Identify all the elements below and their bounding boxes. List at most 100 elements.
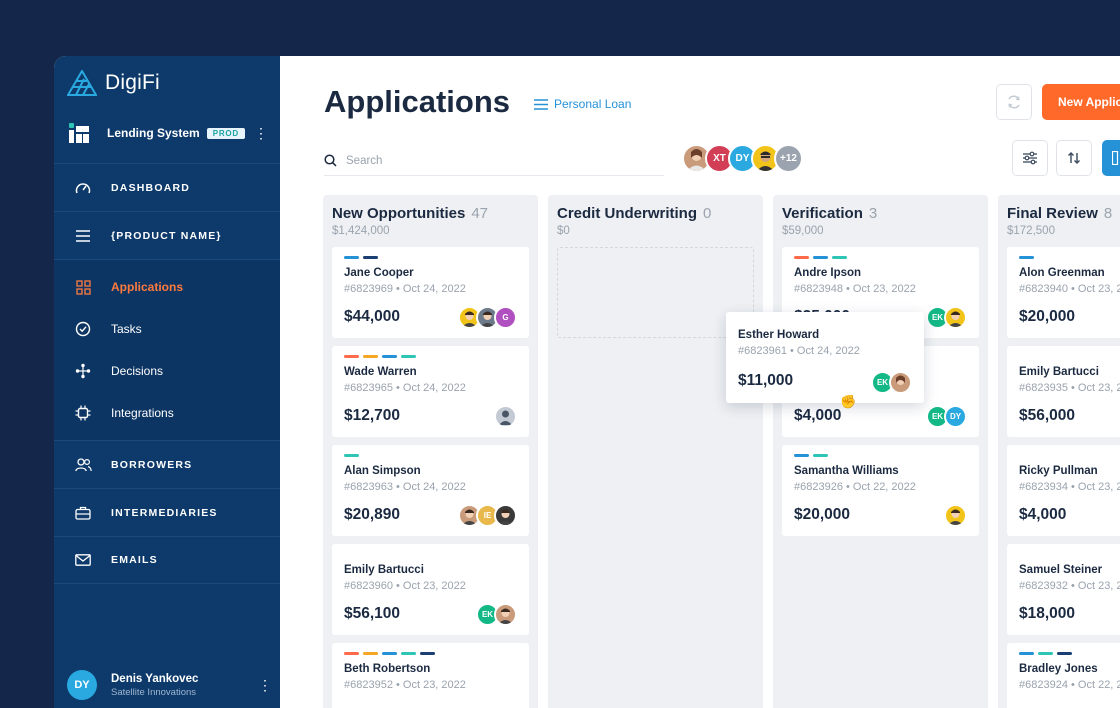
user-profile[interactable]: DY Denis Yankovec Satellite Innovations … — [67, 670, 272, 700]
applicant-name: Alon Greenman — [1019, 267, 1105, 279]
application-meta: #6823960 • Oct 23, 2022 — [344, 580, 466, 592]
chip-icon — [74, 404, 92, 422]
label-tags — [1019, 256, 1120, 260]
logo[interactable]: DigiFi — [67, 70, 160, 96]
check-circle-icon — [74, 320, 92, 338]
application-meta: #6823932 • Oct 23, 2022 — [1019, 580, 1120, 592]
person-photo-icon — [498, 608, 513, 624]
new-application-button[interactable]: New Application — [1042, 84, 1120, 120]
label-tag — [832, 256, 847, 259]
assignee-avatars: EK — [926, 306, 967, 329]
application-meta: #6823924 • Oct 22, 2022 — [1019, 679, 1120, 691]
label-tag — [813, 256, 828, 259]
more-members-badge[interactable]: +12 — [774, 144, 803, 173]
applicant-name: Andre Ipson — [794, 267, 862, 279]
nav-product[interactable]: {PRODUCT NAME} — [54, 211, 280, 259]
label-tags — [1019, 454, 1120, 458]
application-card[interactable]: Wade Warren #6823965 • Oct 24, 2022 $12,70… — [332, 346, 529, 437]
menu-icon — [74, 227, 92, 245]
application-card[interactable]: Bradley Jones #6823924 • Oct 22, 2022 — [1007, 643, 1120, 708]
column-total: $0 — [557, 225, 570, 237]
loan-amount: $20,000 — [794, 506, 851, 523]
column-total: $1,424,000 — [332, 225, 390, 237]
user-menu-icon[interactable]: ⋮ — [258, 677, 272, 693]
environment-badge: PROD — [206, 127, 246, 139]
column-total: $59,000 — [782, 225, 824, 237]
avatar — [944, 504, 967, 527]
avatar: EK — [871, 371, 894, 394]
nav-dashboard[interactable]: DASHBOARD — [54, 163, 280, 211]
person-photo-icon — [462, 311, 477, 327]
application-card[interactable]: Ricky Pullman #6823934 • Oct 23, 2022 $4,0… — [1007, 445, 1120, 536]
product-selector[interactable]: Personal Loan — [534, 97, 631, 111]
system-switcher[interactable]: Lending System PROD ⋮ — [68, 122, 268, 144]
refresh-button[interactable] — [996, 84, 1032, 120]
search-bar[interactable]: Search — [324, 146, 664, 176]
drop-zone[interactable] — [557, 247, 754, 338]
column-header: Credit Underwriting 0 — [557, 205, 754, 222]
label-tag — [794, 454, 809, 457]
label-tags — [1019, 355, 1120, 359]
application-card[interactable]: Alon Greenman #6823940 • Oct 23, 2022 $20,… — [1007, 247, 1120, 338]
loan-amount: $20,890 — [344, 506, 401, 523]
nav-integrations[interactable]: Integrations — [54, 392, 280, 434]
label-tag — [1019, 256, 1034, 259]
search-input[interactable]: Search — [346, 154, 383, 167]
application-card[interactable]: Emily Bartucci #6823960 • Oct 23, 2022 $56… — [332, 544, 529, 635]
applicant-name: Samuel Steiner — [1019, 564, 1103, 576]
user-company: Satellite Innovations — [111, 686, 197, 698]
sort-arrows-icon — [1068, 152, 1080, 164]
loan-amount: $18,000 — [1019, 605, 1076, 622]
nav-product-label: {PRODUCT NAME} — [111, 229, 222, 242]
application-meta: #6823948 • Oct 23, 2022 — [794, 283, 916, 295]
application-meta: #6823963 • Oct 24, 2022 — [344, 481, 466, 493]
application-card[interactable]: Emily Bartucci #6823935 • Oct 23, 2022 $56… — [1007, 346, 1120, 437]
application-meta: #6823940 • Oct 23, 2022 — [1019, 283, 1120, 295]
label-tag — [401, 355, 416, 358]
application-meta: #6823961 • Oct 24, 2022 — [738, 345, 860, 357]
loan-amount: $4,000 — [794, 407, 842, 424]
column-count: 47 — [471, 205, 489, 222]
filters-button[interactable] — [1012, 140, 1048, 176]
app-window: DigiFi Lending System PROD ⋮ DASHBOARD — [54, 56, 1120, 708]
application-meta: #6823969 • Oct 24, 2022 — [344, 283, 466, 295]
sliders-icon — [1023, 151, 1037, 165]
loan-amount: $56,100 — [344, 605, 401, 622]
application-card[interactable]: Beth Robertson #6823952 • Oct 23, 2022 — [332, 643, 529, 708]
system-menu-icon[interactable]: ⋮ — [254, 125, 268, 141]
team-filter[interactable]: XT DY +12 — [682, 144, 803, 173]
loan-amount: $44,000 — [344, 308, 401, 325]
label-tag — [344, 652, 359, 655]
gauge-icon — [74, 179, 92, 197]
column-count: 0 — [703, 205, 712, 222]
application-card[interactable]: Jane Cooper #6823969 • Oct 24, 2022 $44,00… — [332, 247, 529, 338]
sort-button[interactable] — [1056, 140, 1092, 176]
nav-decisions[interactable]: Decisions — [54, 350, 280, 392]
nav-applications[interactable]: Applications — [54, 266, 280, 308]
nav-tasks[interactable]: Tasks — [54, 308, 280, 350]
nav-emails[interactable]: EMAILS — [54, 536, 280, 584]
applicant-name: Jane Cooper — [344, 267, 414, 279]
dragged-application-card[interactable]: Esther Howard #6823961 • Oct 24, 2022 $1… — [726, 312, 924, 403]
applicant-name: Emily Bartucci — [344, 564, 424, 576]
column-title: Credit Underwriting — [557, 205, 698, 222]
person-photo-icon — [757, 151, 774, 171]
board-view-button[interactable] — [1102, 140, 1120, 176]
applicant-name: Esther Howard — [738, 329, 820, 341]
column-title: Final Review — [1007, 205, 1098, 222]
avatar: G — [494, 306, 517, 329]
application-card[interactable]: Samuel Steiner #6823932 • Oct 23, 2022 $18… — [1007, 544, 1120, 635]
label-tag — [344, 256, 359, 259]
application-card[interactable]: Alan Simpson #6823963 • Oct 24, 2022 $20,8… — [332, 445, 529, 536]
column-header: New Opportunities 47 — [332, 205, 529, 222]
nav-dashboard-label: DASHBOARD — [111, 181, 191, 194]
label-tags — [794, 256, 967, 260]
nav-borrowers[interactable]: BORROWERS — [54, 440, 280, 488]
grab-cursor-icon: ✊ — [840, 394, 857, 409]
column-header: Final Review 8 — [1007, 205, 1120, 222]
label-tag — [1038, 652, 1053, 655]
application-meta: #6823965 • Oct 24, 2022 — [344, 382, 466, 394]
application-card[interactable]: Samantha Williams #6823926 • Oct 22, 2022… — [782, 445, 979, 536]
column-count: 8 — [1103, 205, 1113, 222]
nav-intermediaries[interactable]: INTERMEDIARIES — [54, 488, 280, 536]
